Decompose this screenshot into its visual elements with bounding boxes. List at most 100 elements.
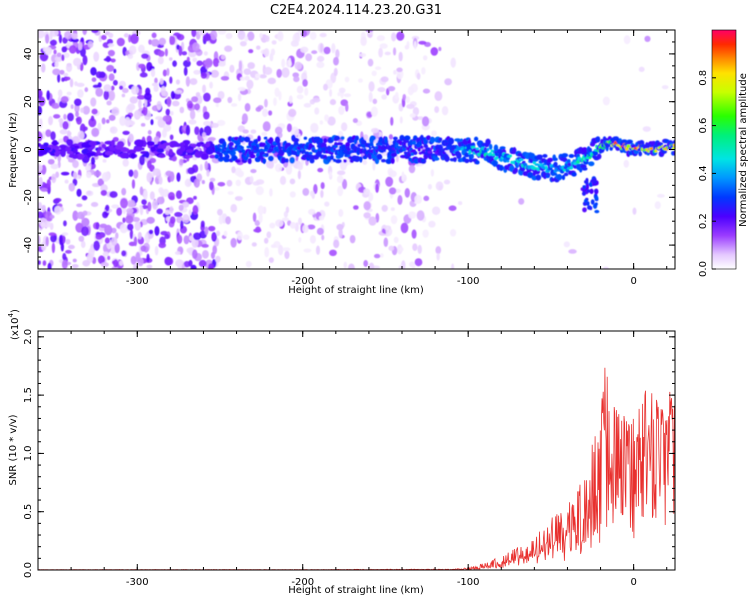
noise-speck — [398, 265, 403, 269]
noise-speck — [195, 92, 201, 97]
noise-speck — [220, 54, 226, 60]
noise-speck — [227, 96, 233, 104]
noise-speck — [344, 76, 350, 83]
snr-axes: -300 -200 -100 0 0.0 0.5 1.0 1.5 2.0 — [23, 329, 675, 588]
noise-speck — [64, 30, 73, 40]
noise-speck — [105, 204, 110, 212]
noise-speck — [83, 126, 88, 131]
noise-speck — [128, 169, 134, 177]
noise-speck — [138, 44, 145, 53]
noise-speck — [103, 90, 110, 101]
noise-speck — [214, 186, 220, 191]
noise-speck — [286, 123, 292, 133]
noise-speck — [142, 105, 148, 116]
noise-speck — [65, 238, 71, 245]
noise-speck — [246, 79, 254, 90]
noise-speck — [423, 195, 430, 202]
noise-speck — [314, 107, 320, 115]
noise-speck — [458, 201, 463, 206]
noise-speck — [58, 34, 63, 44]
noise-speck — [41, 63, 46, 73]
noise-speck — [284, 250, 290, 260]
noise-speck — [406, 104, 415, 110]
ridge-halo — [309, 158, 315, 164]
noise-speck — [402, 94, 407, 101]
noise-speck — [162, 69, 167, 77]
noise-speck — [239, 41, 247, 47]
noise-speck — [237, 93, 242, 102]
noise-speck — [200, 220, 205, 228]
spectrogram-blobs — [38, 30, 675, 269]
ridge-halo — [347, 147, 351, 152]
x-tick-label: -200 — [291, 276, 314, 287]
noise-speck — [243, 68, 251, 76]
noise-speck — [391, 32, 397, 42]
noise-speck — [102, 251, 109, 257]
noise-speck — [656, 193, 665, 198]
ridge-core — [548, 167, 553, 171]
ridge-halo — [536, 154, 543, 159]
band-speck — [74, 145, 80, 149]
noise-speck — [281, 58, 286, 68]
noise-speck — [244, 35, 249, 43]
noise-speck — [319, 120, 324, 125]
band-speck — [126, 149, 137, 155]
ridge-core — [218, 149, 221, 153]
ridge-halo — [359, 156, 363, 163]
noise-speck — [352, 118, 358, 124]
noise-speck — [47, 158, 55, 165]
noise-speck — [46, 90, 51, 101]
noise-speck — [404, 44, 410, 50]
noise-speck — [175, 79, 181, 85]
noise-speck — [231, 166, 236, 174]
noise-speck — [60, 171, 70, 176]
noise-speck — [417, 244, 422, 254]
noise-speck — [434, 106, 440, 114]
noise-speck — [147, 201, 152, 212]
noise-speck — [363, 259, 369, 267]
noise-speck — [342, 178, 348, 190]
noise-speck — [127, 53, 134, 59]
ridge-halo — [493, 144, 499, 152]
ridge-halo — [453, 157, 457, 162]
noise-speck — [411, 264, 416, 269]
colorbar-tick-label: 0.2 — [698, 213, 709, 229]
noise-speck — [104, 224, 113, 236]
ridge-halo — [257, 135, 261, 142]
noise-speck — [91, 30, 99, 34]
noise-speck — [130, 255, 137, 265]
noise-speck — [168, 57, 173, 61]
noise-speck — [216, 230, 221, 237]
noise-speck — [150, 119, 154, 126]
noise-speck — [396, 31, 405, 41]
ridge-core — [271, 150, 276, 154]
ridge-core — [569, 165, 573, 170]
noise-speck — [181, 263, 185, 269]
noise-speck — [443, 179, 451, 185]
noise-speck — [300, 46, 309, 53]
noise-speck — [269, 222, 276, 229]
noise-speck — [203, 92, 211, 102]
noise-speck — [324, 114, 329, 122]
noise-speck — [82, 30, 87, 36]
ridge-halo — [480, 154, 486, 158]
noise-speck — [93, 240, 100, 251]
ridge-halo — [254, 138, 259, 145]
noise-speck — [100, 34, 107, 41]
noise-speck — [150, 38, 160, 47]
noise-speck — [333, 67, 338, 77]
noise-speck — [213, 97, 222, 104]
noise-speck — [279, 175, 287, 186]
snr-panel: -300 -200 -100 0 0.0 0.5 1.0 1.5 2.0 Height of s… — [7, 309, 676, 596]
noise-speck — [82, 54, 88, 66]
noise-speck — [281, 67, 290, 78]
noise-speck — [95, 222, 100, 230]
band-speck — [60, 144, 66, 150]
noise-speck — [133, 169, 139, 179]
noise-speck — [90, 115, 95, 122]
band-speck — [205, 147, 214, 155]
noise-speck — [63, 72, 69, 77]
noise-speck — [210, 69, 219, 78]
noise-speck — [42, 260, 47, 266]
noise-speck — [254, 73, 261, 79]
